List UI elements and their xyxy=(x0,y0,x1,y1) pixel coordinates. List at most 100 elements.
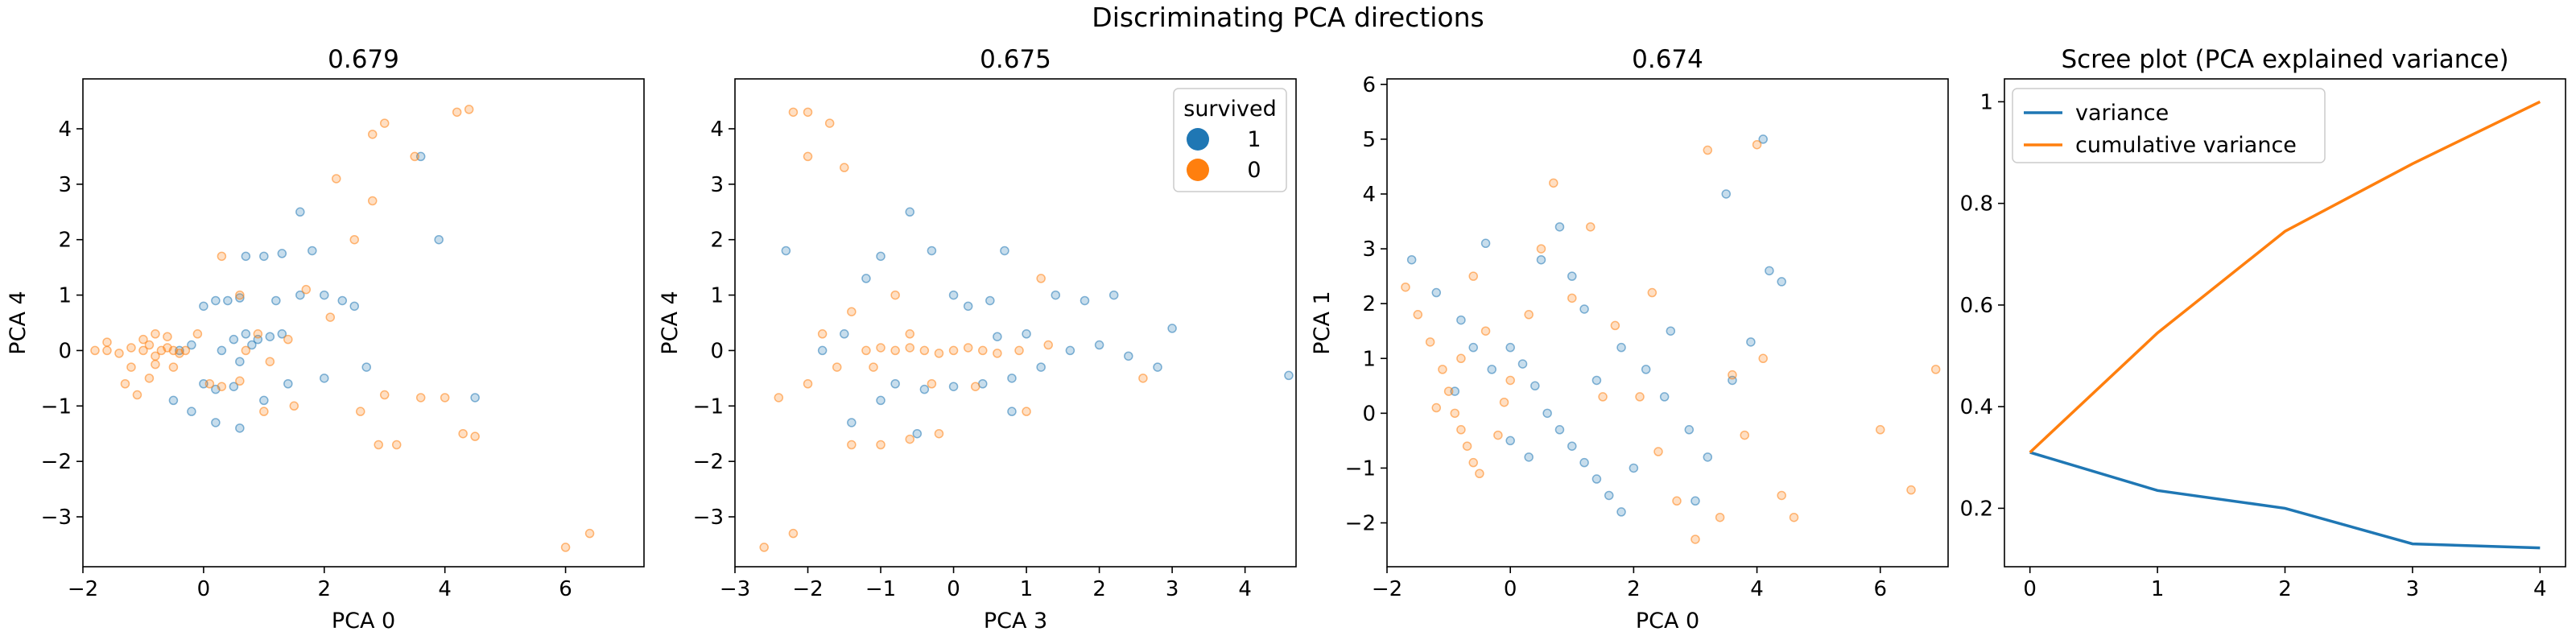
x-tick-label: 0 xyxy=(197,577,211,601)
y-tick-label: 0.2 xyxy=(1960,497,1993,521)
scatter-point xyxy=(1022,407,1031,416)
scatter-point xyxy=(978,345,988,356)
axes-title: 0.679 xyxy=(328,45,399,74)
scatter-point xyxy=(151,359,160,369)
scatter-point xyxy=(1051,290,1061,300)
scatter-point xyxy=(1431,402,1442,413)
scatter-point xyxy=(1777,277,1786,287)
scatter-point xyxy=(963,301,973,312)
scatter-point xyxy=(1007,407,1017,416)
axes-frame xyxy=(1386,78,1949,568)
scatter-point xyxy=(993,332,1002,341)
y-tick-label: 5 xyxy=(1362,128,1376,152)
axes-title: 0.674 xyxy=(1632,45,1703,74)
legend-label: 0 xyxy=(1247,158,1261,183)
scatter-point xyxy=(1690,496,1700,506)
x-tick-label: 6 xyxy=(559,577,572,601)
scatter-point xyxy=(1765,266,1774,276)
scatter-point xyxy=(1586,222,1596,232)
scatter-point xyxy=(876,440,886,450)
x-tick-label: −2 xyxy=(792,577,823,601)
scatter-point xyxy=(1567,441,1577,451)
scatter-point xyxy=(410,151,419,162)
scatter-point xyxy=(1022,329,1031,339)
scatter-point xyxy=(1777,490,1786,501)
scatter-point xyxy=(235,290,245,300)
y-tick-label: 3 xyxy=(710,173,724,197)
scatter-point xyxy=(1138,374,1148,383)
scatter-point xyxy=(470,393,480,402)
scatter-point xyxy=(187,340,196,350)
plot-area xyxy=(2029,100,2541,550)
scatter-point xyxy=(1536,244,1546,254)
scatter-point xyxy=(1536,254,1546,265)
scatter-point xyxy=(919,345,930,356)
y-tick-label: 2 xyxy=(710,229,724,253)
x-tick-label: 0 xyxy=(2023,577,2037,601)
scatter-point xyxy=(1487,365,1496,374)
scatter-point xyxy=(259,251,269,262)
scatter-point xyxy=(229,382,239,391)
scatter-point xyxy=(890,345,900,356)
scatter-point xyxy=(1456,353,1466,364)
scatter-point xyxy=(144,374,155,383)
scatter-point xyxy=(840,163,849,172)
x-tick-label: 6 xyxy=(1873,577,1887,601)
scatter-point xyxy=(1616,342,1626,353)
y-tick-label: −1 xyxy=(41,394,72,419)
scatter-point xyxy=(963,343,973,353)
x-tick-label: 3 xyxy=(1166,577,1179,601)
scatter-point xyxy=(1579,457,1589,468)
x-tick-label: 4 xyxy=(438,577,452,601)
scatter-point xyxy=(803,107,813,118)
scatter-point xyxy=(1647,287,1657,298)
scatter-point xyxy=(192,329,203,339)
scatter-point xyxy=(970,382,980,391)
scatter-point xyxy=(876,395,886,406)
scatter-point xyxy=(1468,271,1478,281)
scatter-point xyxy=(337,295,348,306)
scatter-point xyxy=(912,428,923,439)
scatter-point xyxy=(204,379,215,389)
scatter-point xyxy=(168,362,179,372)
scatter-point xyxy=(458,428,468,439)
scatter-point xyxy=(356,407,365,416)
scatter-point xyxy=(102,345,112,356)
scatter-point xyxy=(90,345,100,356)
x-tick-label: 4 xyxy=(2533,577,2547,601)
scatter-point xyxy=(905,434,914,444)
scatter-point xyxy=(948,382,959,391)
x-axis-label: PCA 0 xyxy=(332,609,395,634)
scatter-point xyxy=(320,290,329,300)
scatter-point xyxy=(349,301,360,312)
legend-box xyxy=(2012,88,2326,163)
scatter-point xyxy=(259,395,269,406)
legend: variance cumulative variance xyxy=(2012,88,2326,163)
scatter-point xyxy=(253,329,263,339)
scatter-point xyxy=(876,251,886,262)
scatter-point xyxy=(1094,340,1104,350)
scatter-point xyxy=(126,362,136,372)
scatter-point xyxy=(1406,254,1417,265)
scatter-point xyxy=(1659,392,1670,402)
y-tick-label: 0.6 xyxy=(1960,294,1993,318)
scatter-point xyxy=(180,345,191,356)
scatter-point xyxy=(1591,474,1602,484)
scatter-point xyxy=(824,118,835,128)
y-tick-label: 3 xyxy=(1362,237,1376,262)
scatter-point xyxy=(1530,381,1540,391)
scatter-point xyxy=(120,379,130,389)
scatter-point xyxy=(1930,365,1941,374)
scatter-point xyxy=(241,251,251,262)
scatter-point xyxy=(1036,274,1046,283)
plot-area xyxy=(90,105,595,552)
scatter-point xyxy=(817,329,828,339)
scatter-point xyxy=(283,379,293,389)
y-tick-label: 0 xyxy=(710,339,724,363)
scatter-point xyxy=(1443,386,1454,396)
y-tick-label: 6 xyxy=(1362,73,1376,97)
scatter-point xyxy=(1728,369,1737,380)
scatter-point xyxy=(1666,326,1676,336)
scatter-point xyxy=(934,349,944,358)
